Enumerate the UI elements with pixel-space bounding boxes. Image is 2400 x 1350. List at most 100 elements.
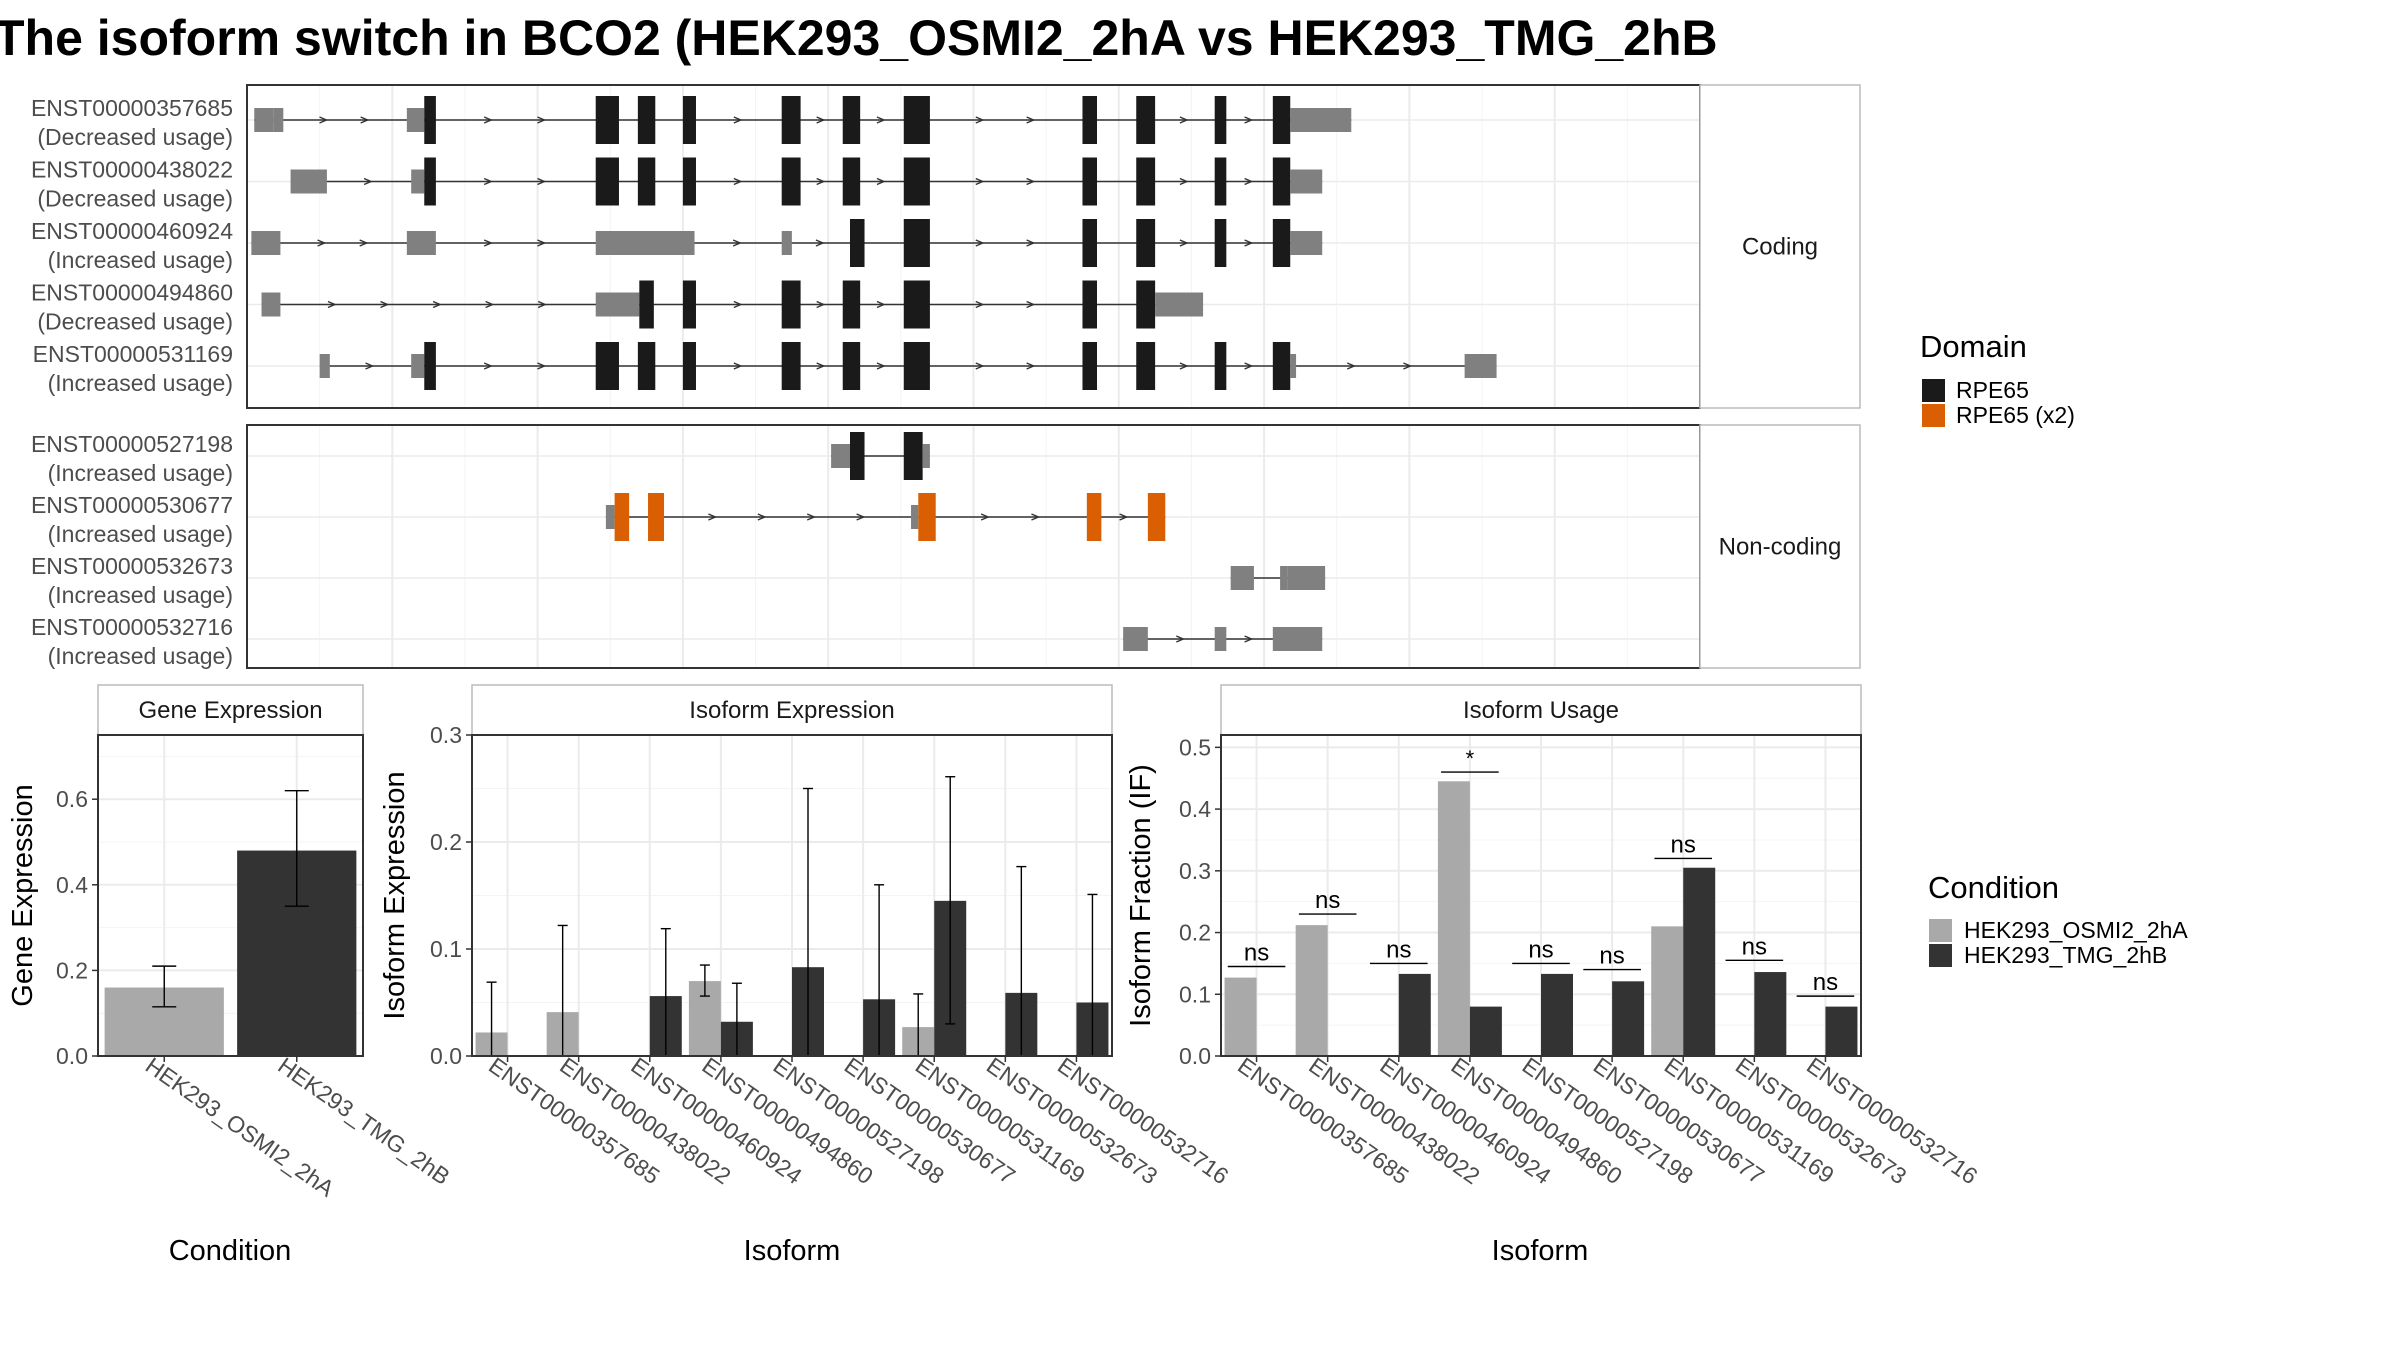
- intron-arrow: [975, 239, 985, 247]
- intron-arrow: [537, 300, 547, 309]
- noncoding-exon: [1123, 627, 1148, 651]
- coding-exon: [1082, 96, 1098, 144]
- transcript-structure-plot: ENST00000357685 (Decreased usage) ENST0000…: [31, 84, 1861, 669]
- intron-arrow: [732, 239, 742, 247]
- coding-exon: [1272, 219, 1291, 267]
- intron-arrow: [380, 300, 390, 309]
- coding-exon: [595, 96, 619, 144]
- noncoding-exon: [1214, 627, 1227, 651]
- intron-arrow: [975, 362, 985, 370]
- noncoding-exon: [911, 505, 919, 529]
- intron-arrow: [816, 177, 826, 186]
- transcript-usage-label: (Decreased usage): [37, 186, 233, 212]
- coding-exon: [1086, 493, 1102, 541]
- coding-exon: [781, 96, 801, 144]
- coding-exon: [637, 342, 656, 390]
- significance-label: ns: [1315, 887, 1340, 914]
- transcript-usage-label: (Increased usage): [48, 582, 233, 608]
- bar: [1295, 925, 1328, 1056]
- isoform-usage-chart: Isoform Usage ns ns ns * ns ns ns ns ns 0.0 0.1 0.2 0…: [1125, 684, 1982, 1267]
- intron-arrow: [733, 177, 743, 186]
- transcript-id-label: ENST00000532716: [31, 614, 233, 640]
- y-tick-label: 0.1: [1179, 981, 1211, 1007]
- legend-key: [1922, 404, 1945, 427]
- transcript-usage-label: (Decreased usage): [37, 309, 233, 335]
- x-axis-label: Isoform: [744, 1235, 841, 1267]
- coding-exon: [781, 280, 801, 329]
- intron-arrow: [1403, 362, 1413, 370]
- intron-arrow: [359, 239, 369, 247]
- intron-arrow: [1026, 116, 1036, 124]
- intron-arrow: [360, 116, 370, 124]
- coding-exon: [1136, 157, 1156, 206]
- structure-panel-2: ENST00000527198 (Increased usage) ENST0000…: [31, 424, 1861, 669]
- noncoding-exon: [831, 444, 850, 468]
- facet-strip: [1699, 424, 1861, 669]
- coding-exon: [424, 96, 436, 144]
- coding-exon: [682, 96, 696, 144]
- panel-strip: [1220, 684, 1862, 736]
- intron-arrow: [1031, 513, 1041, 521]
- bar: [1469, 1006, 1502, 1056]
- bar: [1651, 926, 1684, 1056]
- significance-label: *: [1466, 746, 1475, 771]
- coding-exon: [1272, 96, 1291, 144]
- coding-exon: [682, 280, 696, 329]
- intron-arrow: [733, 300, 743, 309]
- intron-arrow: [876, 116, 886, 124]
- coding-exon: [903, 157, 930, 206]
- coding-exon: [903, 219, 930, 267]
- intron-arrow: [1244, 362, 1254, 370]
- legend-label: RPE65: [1956, 377, 2029, 403]
- bar: [1754, 972, 1787, 1056]
- intron-arrow: [537, 362, 547, 370]
- y-tick-label: 0.2: [56, 957, 88, 983]
- noncoding-exon: [290, 169, 327, 194]
- noncoding-exon: [922, 444, 930, 468]
- coding-exon: [424, 342, 436, 390]
- coding-exon: [1214, 157, 1227, 206]
- significance-label: ns: [1742, 933, 1767, 960]
- coding-exon: [614, 493, 630, 541]
- noncoding-exon: [406, 108, 425, 132]
- coding-exon: [595, 157, 619, 206]
- coding-exon: [1214, 96, 1227, 144]
- intron-arrow: [483, 177, 493, 186]
- panel-strip: [471, 684, 1113, 736]
- noncoding-exon: [319, 354, 330, 378]
- intron-arrow: [483, 362, 493, 370]
- significance-label: ns: [1599, 943, 1624, 970]
- facet-strip: [1699, 84, 1861, 409]
- y-axis-label: Gene Expression: [7, 784, 39, 1006]
- intron-arrow: [975, 116, 985, 124]
- intron-arrow: [363, 177, 373, 186]
- noncoding-exon: [595, 292, 640, 317]
- coding-exon: [781, 157, 801, 206]
- y-axis-label: Isoform Expression: [379, 771, 411, 1019]
- intron-arrow: [327, 300, 337, 309]
- x-axis-label: Condition: [169, 1235, 292, 1267]
- isoform-expression-chart: Isoform Expression0.00.10.20.3ENST000003…: [379, 684, 1233, 1267]
- coding-exon: [1272, 157, 1291, 206]
- y-tick-label: 0.5: [1179, 734, 1211, 760]
- significance-label: ns: [1671, 831, 1696, 858]
- panel-title: Isoform Expression: [689, 697, 894, 724]
- coding-exon: [903, 432, 923, 480]
- bar: [1612, 981, 1645, 1056]
- coding-exon: [1082, 219, 1098, 267]
- intron-arrow: [1244, 635, 1254, 643]
- intron-arrow: [537, 177, 547, 186]
- coding-exon: [842, 96, 861, 144]
- coding-exon: [1082, 342, 1098, 390]
- coding-exon: [595, 342, 619, 390]
- facet-strip-label: Non-coding: [1719, 534, 1842, 561]
- panel-border: [97, 734, 364, 1057]
- intron-arrow: [1346, 362, 1357, 370]
- bar: [1398, 973, 1431, 1056]
- noncoding-exon: [781, 231, 792, 255]
- noncoding-exon: [1290, 231, 1323, 255]
- coding-exon: [639, 280, 654, 329]
- coding-exon: [1136, 280, 1156, 329]
